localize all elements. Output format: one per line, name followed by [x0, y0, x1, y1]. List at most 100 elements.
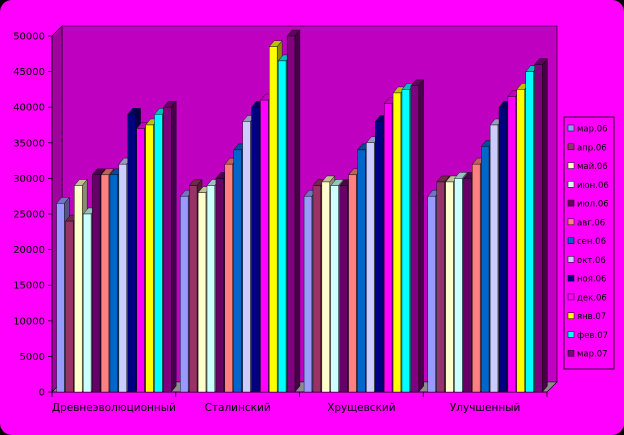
bar-front-face: [312, 185, 321, 393]
x-category-label: Сталинский: [205, 402, 271, 414]
legend-label: мар.07: [577, 350, 608, 360]
bar-front-face: [206, 185, 216, 393]
legend-swatch: [567, 274, 575, 282]
bar-front-face: [65, 220, 74, 393]
bar-front-face: [83, 213, 92, 393]
y-tick-label: 50000: [13, 32, 45, 43]
legend-label: май.06: [577, 162, 608, 172]
bar-front-face: [224, 163, 233, 393]
bar-front-face: [454, 178, 463, 393]
bar-front-face: [242, 121, 251, 393]
bar-front-face: [472, 163, 481, 393]
legend-swatch: [567, 237, 575, 244]
bar-front-face: [303, 195, 313, 393]
bar-front-face: [366, 142, 375, 393]
bar-front-face: [410, 85, 419, 393]
bar: [162, 100, 177, 393]
bar-front-face: [348, 174, 357, 393]
legend-label: окт.06: [577, 256, 606, 266]
bar-front-face: [534, 64, 543, 393]
y-tick-label: 35000: [13, 138, 45, 149]
y-tick-label: 30000: [13, 174, 45, 185]
bar-front-face: [189, 185, 198, 393]
bar-front-face: [489, 124, 499, 393]
bar-front-face: [154, 114, 163, 393]
y-tick-label: 40000: [13, 103, 45, 114]
legend-label: авг.06: [577, 218, 605, 228]
bar-front-face: [401, 89, 410, 393]
legend-label: апр.06: [577, 143, 607, 153]
bar-front-face: [180, 195, 189, 393]
y-tick-label: 15000: [13, 281, 45, 292]
bar-front-face: [507, 96, 516, 393]
x-category-label: Древнеэволюционный: [52, 402, 176, 414]
legend-label: июл.06: [577, 200, 609, 210]
legend-label: янв.07: [577, 312, 606, 322]
bar-front-face: [233, 149, 242, 393]
bar-front-face: [145, 124, 154, 393]
bar-front-face: [278, 60, 287, 393]
y-tick-label: 45000: [13, 67, 45, 78]
bar-front-face: [118, 163, 127, 393]
bar: [534, 57, 548, 393]
bar-front-face: [56, 203, 65, 393]
bar-front-face: [427, 195, 436, 393]
bar-front-face: [339, 185, 348, 393]
legend-swatch: [567, 293, 575, 301]
bar-side-face: [542, 57, 548, 393]
legend-label: дек.06: [577, 293, 607, 303]
legend-swatch: [567, 218, 575, 226]
bar-front-face: [215, 178, 224, 393]
legend-label: ноя.06: [577, 275, 606, 285]
bar-front-face: [91, 174, 101, 393]
bar-front-face: [392, 92, 402, 393]
legend-swatch: [567, 162, 575, 169]
bar-front-face: [436, 181, 445, 393]
bar-front-face: [445, 181, 454, 393]
y-tick-label: 5000: [20, 352, 45, 363]
bar-front-face: [74, 185, 83, 393]
bar-front-face: [463, 178, 472, 393]
bar-front-face: [516, 89, 525, 393]
bar-front-face: [383, 103, 393, 393]
bar-side-face: [418, 79, 424, 393]
y-tick-label: 0: [39, 388, 45, 399]
bar-side-face: [294, 29, 301, 393]
legend-label: фев.07: [577, 331, 608, 341]
bar: [286, 29, 301, 393]
bar-front-face: [321, 181, 330, 393]
bar-front-face: [260, 99, 269, 393]
y-tick-label: 20000: [13, 245, 45, 256]
x-category-label: Хрущевский: [327, 402, 395, 414]
y-tick-label: 10000: [13, 316, 45, 327]
legend-swatch: [567, 199, 575, 207]
bar-front-face: [163, 106, 172, 393]
legend-swatch: [567, 143, 575, 151]
bar-front-face: [251, 106, 260, 393]
bar-front-face: [127, 114, 136, 393]
bar-front-face: [498, 106, 508, 393]
bar-front-face: [269, 46, 278, 393]
legend-swatch: [567, 124, 575, 132]
legend-swatch: [567, 331, 575, 338]
bar-front-face: [357, 149, 366, 393]
legend-label: июн.06: [577, 181, 609, 191]
x-category-label: Улучшенный: [450, 402, 520, 414]
legend-swatch: [567, 312, 575, 319]
bar-front-face: [286, 35, 296, 393]
legend-swatch: [567, 181, 575, 188]
bar-front-face: [330, 185, 339, 393]
bar-front-face: [109, 174, 118, 393]
bar-front-face: [481, 146, 490, 393]
bar-front-face: [525, 71, 534, 393]
bar-side-face: [170, 100, 177, 393]
legend-label: мар.06: [577, 125, 608, 135]
legend-label: сен.06: [577, 237, 606, 247]
bar-front-face: [375, 121, 384, 393]
bar-front-face: [197, 192, 207, 393]
legend-swatch: [567, 256, 575, 263]
y-tick-label: 25000: [13, 210, 45, 221]
bar-front-face: [136, 128, 145, 393]
